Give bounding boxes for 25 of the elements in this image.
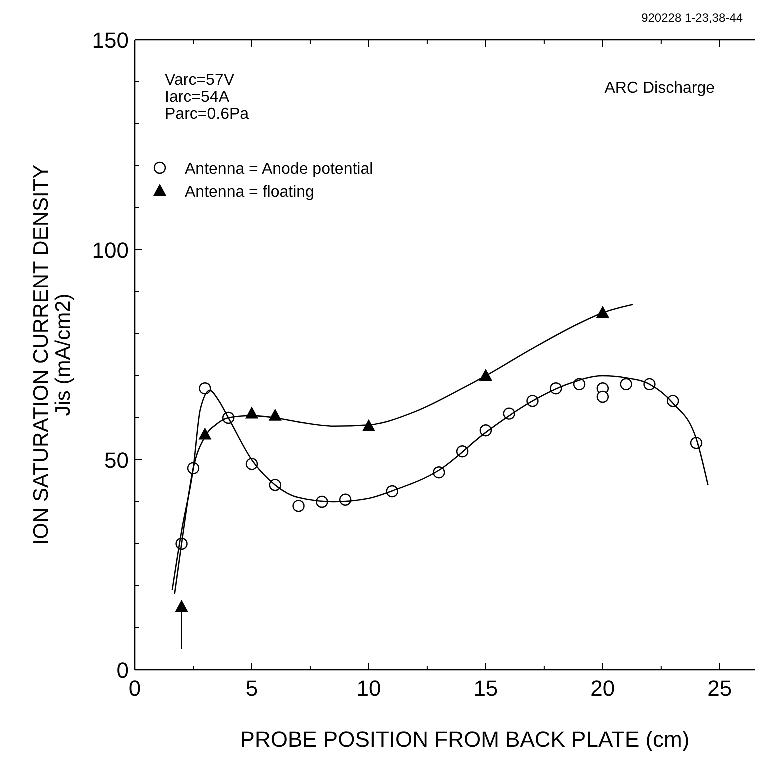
y-tick-label: 150 [92,28,129,53]
x-tick-label: 10 [356,676,382,701]
text: 920228 1-23,38-44 [642,11,744,25]
y-axis-title: ION SATURATION CURRENT DENSITY Jis (mA/cm2) [30,164,75,546]
point [199,382,212,395]
annotation: Iarc=54A [165,89,230,106]
x-tick-label: 25 [708,676,732,701]
point [245,406,258,419]
annotation: Varc=57V [165,72,235,89]
annotation: Parc=0.6Pa [165,106,250,123]
x-tick-label: 5 [246,676,258,701]
point [596,390,610,404]
x-tick-label: 15 [474,676,498,701]
legend-label: Antenna = floating [185,184,314,201]
annotation: ARC Discharge [604,80,716,97]
point [175,600,188,612]
x-axis-title: PROBE POSITION FROM BACK PLATE (cm) [240,727,690,752]
legend-label: Antenna = Anode potential [185,161,374,178]
y-tick-label: 0 [116,658,129,683]
point [292,500,305,512]
x-tick-label: 20 [590,676,616,701]
y-tick-label: 50 [104,448,129,473]
point [620,378,632,390]
point [362,419,376,432]
y-tick-label: 100 [92,238,129,263]
